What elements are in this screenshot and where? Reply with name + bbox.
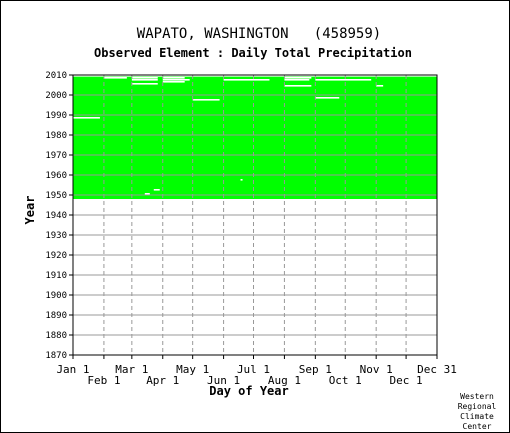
missing-gap-5	[131, 79, 158, 81]
x-tick-label-upper-1: Mar 1	[115, 363, 148, 376]
x-tick-label-lower-3: Aug 1	[268, 374, 301, 387]
x-tick-label-upper-0: Jan 1	[56, 363, 89, 376]
y-tick-label-1900: 1900	[45, 291, 67, 301]
x-tick-label-upper-2: May 1	[176, 363, 209, 376]
missing-gap-8	[284, 79, 310, 81]
y-tick-label-1930: 1930	[45, 231, 67, 241]
missing-gap-18	[153, 189, 160, 191]
x-tick-label-upper-5: Nov 1	[360, 363, 393, 376]
chart-subtitle: Observed Element : Daily Total Precipita…	[94, 46, 412, 60]
y-tick-label-2000: 2000	[45, 91, 67, 101]
missing-gap-14	[315, 97, 340, 99]
chart-title: WAPATO, WASHINGTON (458959)	[137, 26, 381, 42]
missing-gap-13	[376, 85, 384, 87]
x-tick-label-lower-1: Apr 1	[146, 374, 179, 387]
credit-line-1: Western	[460, 392, 494, 401]
missing-gap-3	[162, 77, 185, 79]
missing-gap-12	[284, 85, 312, 87]
y-tick-label-1870: 1870	[45, 351, 67, 361]
y-tick-label-1970: 1970	[45, 151, 67, 161]
data-layer	[73, 75, 437, 199]
y-tick-label-1990: 1990	[45, 111, 67, 121]
missing-gap-19	[144, 193, 150, 195]
missing-gap-15	[192, 99, 220, 101]
missing-gap-0	[73, 75, 437, 77]
x-tick-label-upper-6: Dec 31	[417, 363, 457, 376]
credit-line-4: Center	[463, 422, 492, 431]
missing-gap-11	[131, 83, 158, 85]
x-tick-label-lower-0: Feb 1	[87, 374, 120, 387]
missing-gap-2	[131, 77, 158, 79]
missing-gap-17	[240, 179, 243, 181]
y-tick-label-1890: 1890	[45, 311, 67, 321]
missing-gap-4	[284, 77, 312, 79]
y-tick-label-2010: 2010	[45, 71, 67, 81]
missing-gap-7	[223, 79, 270, 81]
missing-gap-16	[73, 117, 100, 119]
observed-data-extra-0	[73, 197, 132, 199]
grid-layer	[73, 75, 437, 355]
y-axis-label: Year	[23, 196, 37, 225]
x-tick-label-upper-3: Jul 1	[237, 363, 270, 376]
y-tick-label-1960: 1960	[45, 171, 67, 181]
y-tick-label-1880: 1880	[45, 331, 67, 341]
credit-line-3: Climate	[460, 412, 494, 421]
missing-gap-6	[162, 79, 190, 81]
credit-line-2: Regional	[458, 402, 497, 411]
x-tick-label-lower-2: Jun 1	[207, 374, 240, 387]
x-tick-label-lower-5: Dec 1	[390, 374, 423, 387]
y-tick-label-1910: 1910	[45, 271, 67, 281]
tick-layer: 1870 1880 1890 1900 1910 1920 1930 1940 1950 1960…	[45, 71, 457, 387]
y-tick-label-1920: 1920	[45, 251, 67, 261]
missing-gap-9	[315, 79, 372, 81]
x-tick-label-upper-4: Sep 1	[299, 363, 332, 376]
x-axis-label: Day of Year	[209, 384, 288, 398]
y-tick-label-1980: 1980	[45, 131, 67, 141]
y-tick-label-1950: 1950	[45, 191, 67, 201]
y-tick-label-1940: 1940	[45, 211, 67, 221]
x-tick-label-lower-4: Oct 1	[329, 374, 362, 387]
missing-gap-1	[103, 77, 127, 79]
missing-gap-10	[162, 81, 185, 83]
observed-data-block	[73, 75, 437, 199]
credit: Western Regional Climate Center	[458, 392, 497, 431]
